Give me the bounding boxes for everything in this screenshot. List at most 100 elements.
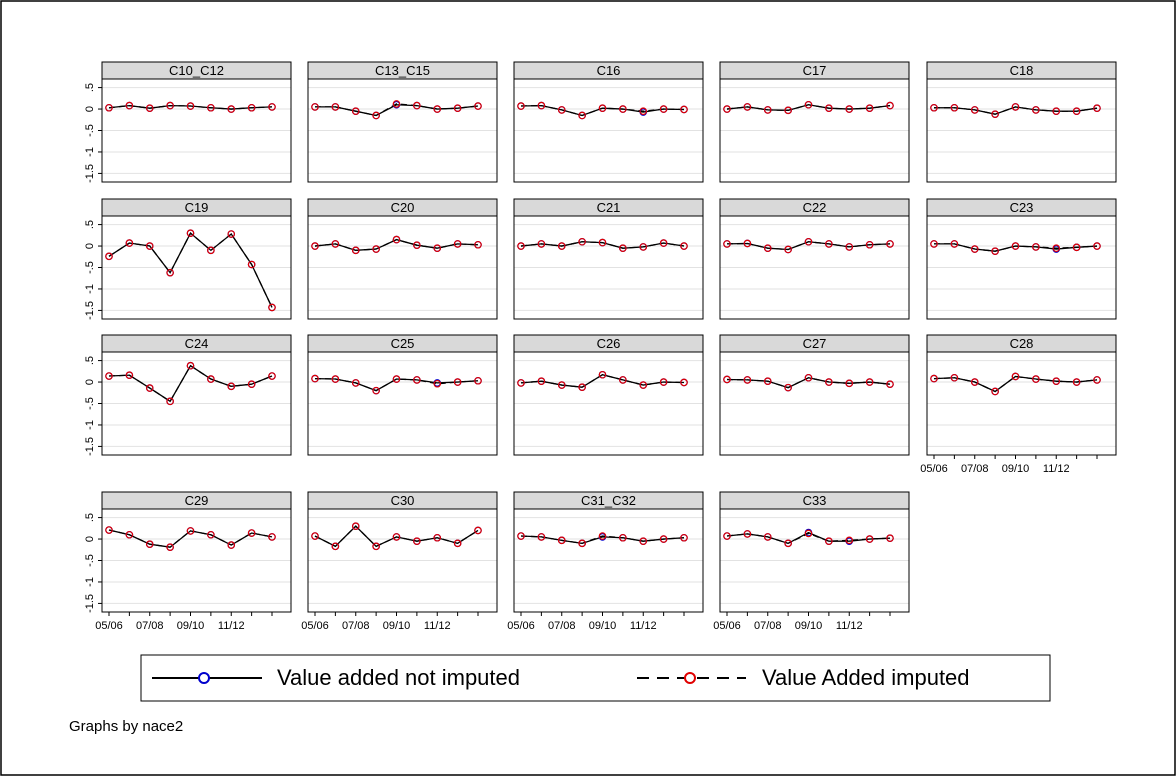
point [453, 104, 462, 112]
point [845, 379, 854, 388]
y-tick-label: .5 [84, 220, 96, 229]
point [784, 106, 792, 115]
point [145, 384, 154, 392]
point [392, 235, 401, 244]
point [392, 375, 401, 383]
point [413, 537, 421, 545]
panel-title: C17 [803, 63, 827, 78]
point [930, 240, 938, 248]
y-tick-label: .5 [84, 513, 96, 522]
point [743, 530, 752, 538]
series-line [726, 241, 891, 251]
point [845, 105, 854, 113]
panel-title: C29 [185, 493, 209, 508]
legend-label: Value Added imputed [762, 665, 970, 690]
x-tick-label: 07/08 [754, 620, 782, 632]
panel-title: C25 [391, 336, 415, 351]
point [1093, 104, 1101, 112]
point [763, 377, 772, 385]
point [145, 540, 154, 548]
point [186, 229, 195, 237]
panel-title: C27 [803, 336, 827, 351]
point [372, 245, 380, 253]
point [517, 242, 525, 250]
point [1052, 377, 1061, 385]
plot-frame [926, 351, 1117, 456]
point [784, 383, 792, 392]
series-line [520, 535, 685, 545]
plot-frame [307, 508, 498, 613]
y-tick-label: -1.5 [84, 437, 96, 456]
point [886, 380, 894, 388]
point [268, 372, 276, 380]
x-tick-label: 05/06 [301, 620, 329, 632]
point [950, 373, 959, 382]
x-tick-label: 07/08 [548, 620, 576, 632]
point [392, 100, 401, 108]
x-tick-label: 07/08 [136, 620, 164, 632]
panel-title: C13_C15 [375, 63, 430, 78]
point [433, 244, 442, 252]
point [557, 106, 566, 114]
y-tick-label: -1 [84, 420, 96, 430]
y-tick-label: -.5 [84, 124, 96, 137]
series-line [934, 106, 1098, 115]
point [865, 240, 874, 249]
point [105, 252, 113, 261]
point [723, 375, 731, 384]
point [207, 246, 215, 255]
series-line [108, 364, 273, 403]
point [763, 533, 772, 541]
point [598, 238, 607, 247]
plot-frame [719, 351, 910, 456]
point [474, 102, 482, 110]
panel-title: C21 [597, 200, 621, 215]
plot-frame [719, 78, 910, 183]
point [723, 532, 731, 540]
point [331, 542, 340, 551]
legend-marker [198, 672, 210, 684]
x-tick-label: 05/06 [95, 620, 123, 632]
point [1093, 242, 1101, 250]
x-tick-label: 11/12 [630, 620, 657, 632]
point [268, 533, 276, 541]
point [743, 239, 752, 248]
point [825, 537, 833, 545]
series-line [520, 104, 685, 117]
point [991, 387, 999, 396]
series-line [314, 377, 479, 392]
point [207, 530, 215, 539]
point [845, 243, 854, 251]
point [247, 380, 256, 388]
plot-frame [719, 215, 910, 320]
point [804, 100, 813, 109]
point [970, 106, 979, 114]
series-line [520, 535, 685, 544]
plot-frame [926, 78, 1117, 183]
point [413, 241, 421, 249]
point [825, 378, 833, 386]
point [1032, 375, 1040, 383]
x-tick-label: 11/12 [836, 620, 863, 632]
plot-frame [307, 215, 498, 320]
x-tick-label: 09/10 [795, 620, 823, 632]
series-line [934, 243, 1098, 252]
point [886, 534, 894, 542]
x-tick-label: 05/06 [713, 620, 741, 632]
point [125, 239, 134, 247]
point [392, 533, 401, 541]
point [227, 105, 236, 113]
y-tick-label: 0 [84, 379, 96, 385]
plot-frame [101, 508, 292, 613]
point [166, 543, 174, 551]
point [619, 376, 627, 384]
plot-frame [719, 508, 910, 613]
point [351, 246, 360, 255]
y-tick-label: -.5 [84, 261, 96, 274]
point [351, 107, 360, 115]
point [639, 537, 648, 545]
x-tick-label: 07/08 [342, 620, 370, 632]
point [784, 245, 792, 254]
panel-title: C26 [597, 336, 621, 351]
point [247, 260, 256, 269]
